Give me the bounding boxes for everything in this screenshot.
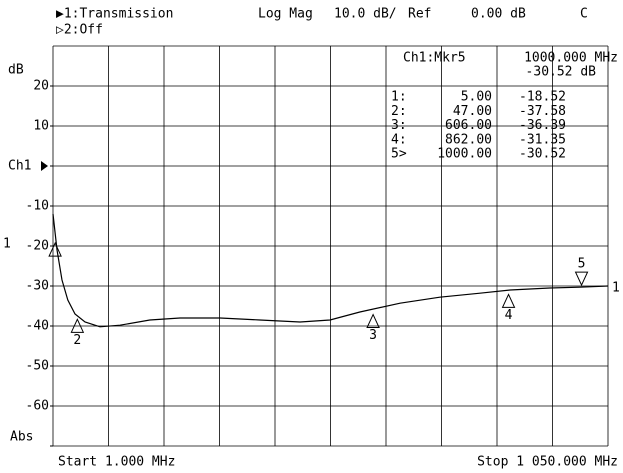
marker-label: 2	[73, 333, 81, 348]
marker-table-frequency: 1000.00	[437, 147, 492, 162]
y-tick-label: -60	[26, 399, 49, 414]
trace-end-label: 1	[612, 281, 620, 296]
marker-table-frequency: 606.00	[445, 118, 492, 133]
marker	[48, 241, 62, 257]
marker-label: 4	[505, 308, 513, 323]
marker-label: 1	[3, 237, 11, 252]
marker-table-value: -30.52	[519, 147, 566, 162]
channel1-label: ▶1:Transmission	[56, 7, 173, 22]
coupling-label: C	[580, 7, 588, 22]
marker	[574, 271, 589, 287]
y-tick-label: -50	[26, 359, 49, 374]
marker-table-frequency: 862.00	[445, 132, 492, 147]
marker	[70, 318, 85, 333]
scale-label: 10.0 dB/	[334, 7, 397, 22]
y-tick-label: -20	[26, 239, 49, 254]
marker-table-id: 1:	[391, 90, 407, 105]
marker-table-value: -31.35	[519, 132, 566, 147]
stop-label: Stop 1 050.000 MHz	[477, 455, 618, 470]
active-marker-label: Ch1:Mkr5	[403, 51, 466, 66]
channel2-label: ▷2:Off	[56, 23, 103, 38]
marker	[366, 313, 380, 329]
marker-table-id: 5>	[391, 147, 407, 162]
marker-table-frequency: 5.00	[461, 90, 492, 105]
active-marker-value: -30.52 dB	[526, 65, 597, 80]
ref-value: 0.00 dB	[471, 7, 526, 22]
y-tick-label: 10	[33, 119, 49, 134]
ref-label: Ref	[408, 7, 431, 22]
marker-table-id: 2:	[391, 104, 407, 119]
trace	[52, 213, 609, 328]
y-tick-label: -30	[26, 279, 49, 294]
format-label: Log Mag	[258, 7, 313, 22]
y-tick-label: Abs	[10, 430, 33, 445]
y-tick-label: -10	[26, 199, 49, 214]
marker-table-value: -37.58	[519, 104, 566, 119]
marker-table-id: 3:	[391, 118, 407, 133]
marker-table-value: -18.52	[519, 90, 566, 105]
marker-label: 5	[578, 257, 586, 272]
marker-table-frequency: 47.00	[453, 104, 492, 119]
marker-label: 3	[369, 328, 377, 343]
start-label: Start 1.000 MHz	[58, 455, 175, 470]
y-tick-label: Ch1	[8, 159, 31, 174]
active-marker-frequency: 1000.000 MHz	[524, 51, 618, 66]
y-axis-label: dB	[8, 63, 24, 78]
marker-table-value: -36.39	[519, 118, 566, 133]
y-tick-label: -40	[26, 319, 49, 334]
reference-pointer	[41, 161, 48, 171]
marker	[501, 293, 516, 308]
marker-table-id: 4:	[391, 132, 407, 147]
y-tick-label: 20	[33, 79, 49, 94]
